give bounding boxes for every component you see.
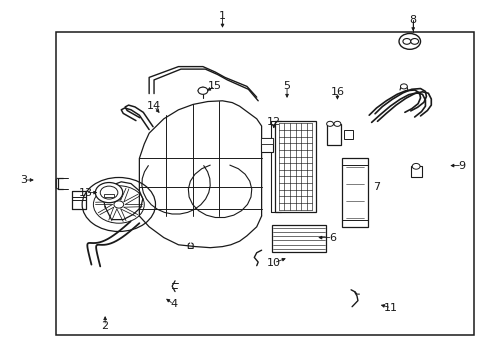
Circle shape [326, 121, 333, 126]
Bar [271, 225, 325, 252]
Text: 5: 5 [283, 81, 290, 91]
Circle shape [82, 177, 155, 231]
Bar [56, 32, 473, 335]
Bar [103, 194, 114, 197]
Circle shape [400, 84, 407, 89]
Text: 2: 2 [102, 321, 108, 331]
Text: 16: 16 [330, 87, 344, 97]
Text: 15: 15 [208, 81, 222, 91]
Bar [261, 138, 273, 144]
Text: 8: 8 [409, 15, 416, 25]
Bar [342, 158, 367, 227]
Circle shape [100, 186, 118, 199]
Bar [274, 121, 316, 212]
Text: 10: 10 [266, 258, 280, 268]
Circle shape [95, 183, 122, 203]
Bar [343, 130, 352, 139]
Text: 7: 7 [372, 182, 379, 192]
Bar [410, 166, 421, 177]
Circle shape [398, 33, 420, 49]
Bar [261, 138, 273, 152]
Circle shape [93, 186, 144, 223]
Text: 9: 9 [458, 161, 465, 171]
Text: 6: 6 [328, 233, 335, 243]
Circle shape [402, 39, 410, 44]
Text: 3: 3 [20, 175, 27, 185]
Text: 1: 1 [219, 11, 225, 21]
Circle shape [114, 201, 123, 208]
Text: 13: 13 [79, 188, 92, 198]
Text: 11: 11 [384, 303, 397, 313]
Circle shape [333, 121, 340, 126]
Text: 4: 4 [170, 299, 177, 309]
Bar [326, 124, 341, 145]
Text: 12: 12 [266, 117, 280, 127]
Circle shape [411, 163, 419, 169]
Circle shape [198, 87, 207, 94]
Circle shape [410, 39, 418, 44]
Text: 14: 14 [147, 101, 161, 111]
